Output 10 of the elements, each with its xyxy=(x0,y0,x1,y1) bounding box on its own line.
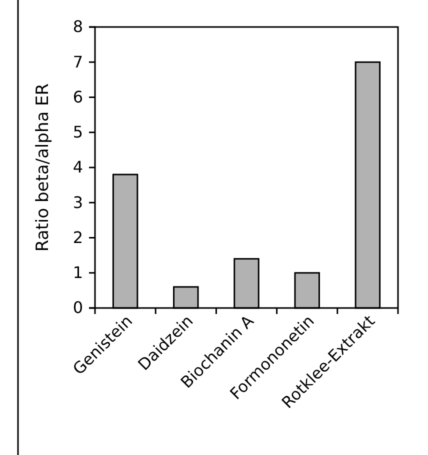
y-tick-label: 1 xyxy=(72,262,83,282)
y-tick-label: 4 xyxy=(72,158,83,177)
y-axis-title: Ratio beta/alpha ER xyxy=(33,83,53,252)
y-tick-label: 5 xyxy=(72,122,83,142)
y-tick-label: 7 xyxy=(72,52,83,72)
y-tick-label: 3 xyxy=(72,192,83,212)
y-tick-label: 0 xyxy=(72,298,83,318)
y-tick-label: 8 xyxy=(72,17,83,36)
y-tick-label: 6 xyxy=(72,87,83,106)
y-tick-label: 2 xyxy=(72,228,83,247)
